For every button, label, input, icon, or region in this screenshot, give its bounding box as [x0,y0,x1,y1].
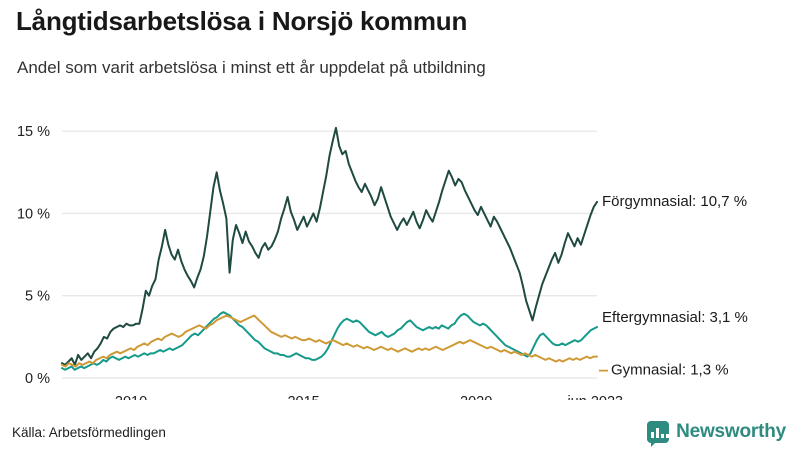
y-axis-tick-label: 15 % [17,124,50,140]
y-axis-tick-label: 0 % [25,371,50,387]
newsworthy-logo: Newsworthy [647,421,786,447]
brand-name: Newsworthy [676,421,786,442]
x-axis-tick-label: 2015 [287,394,319,400]
y-axis-tick-label: 5 % [25,289,50,305]
x-axis-tick-label: jun 2023 [566,394,623,400]
series-line-eftergymnasial [61,311,598,371]
page-subtitle: Andel som varit arbetslösa i minst ett å… [17,58,486,77]
bar-chart-icon-bars [651,426,670,438]
x-axis-tick-label: 2020 [460,394,492,400]
series-label-förgymnasial: Förgymnasial: 10,7 % [602,193,747,210]
line-chart: 0 % 5 % 10 % 15 % 2010 2015 2020 jun 2023 Förgym… [17,124,748,400]
bar-chart-icon [647,421,670,447]
chart-canvas: 0 % 5 % 10 % 15 % 2010 2015 2020 jun 2023 Förgym… [0,95,800,400]
source-caption: Källa: Arbetsförmedlingen [12,425,166,440]
series-line-förgymnasial [61,126,598,366]
series-label-gymnasial: Gymnasial: 1,3 % [611,362,729,379]
series-line-gymnasial [61,314,598,368]
x-axis-tick-label: 2010 [115,394,147,400]
y-axis-tick-label: 10 % [17,206,50,222]
series-label-eftergymnasial: Eftergymnasial: 3,1 % [602,309,748,326]
page-title: Långtidsarbetslösa i Norsjö kommun [16,6,468,36]
